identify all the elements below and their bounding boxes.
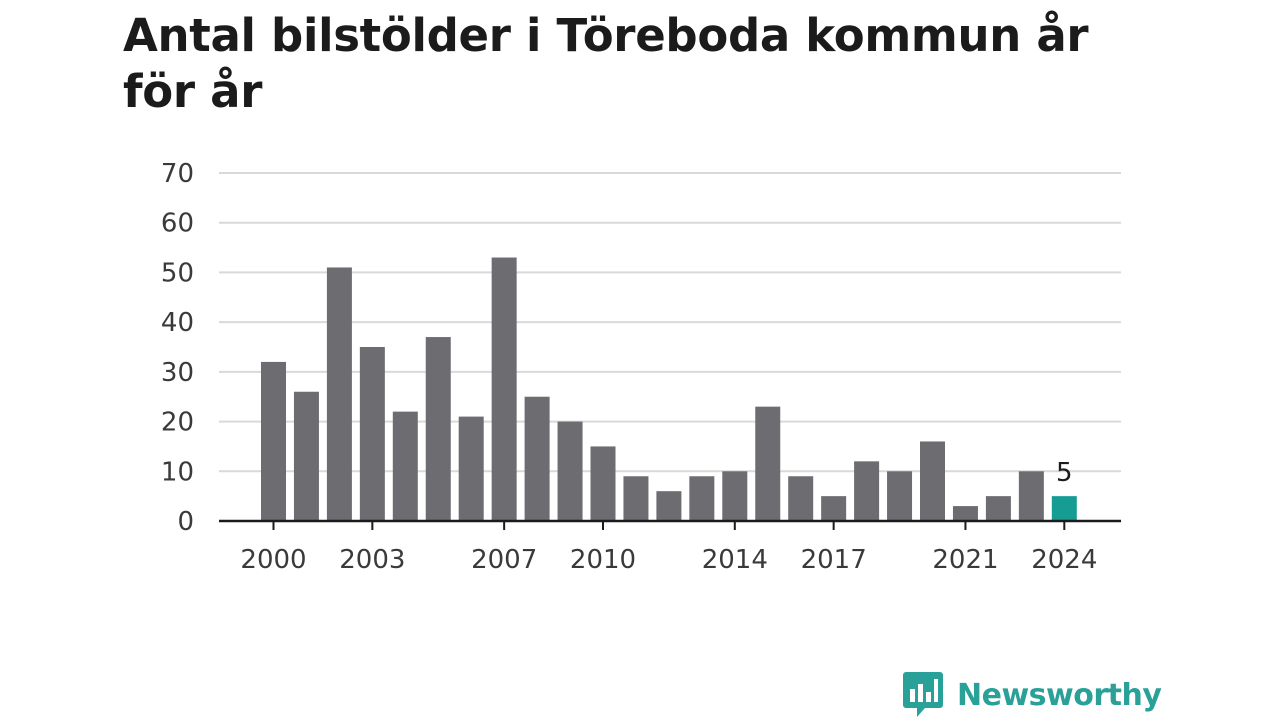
newsworthy-logo[interactable]: Newsworthy (903, 671, 1162, 719)
brand-name: Newsworthy (957, 677, 1162, 713)
x-tick-label: 2014 (702, 545, 768, 575)
y-tick-label: 20 (161, 408, 194, 438)
bar-2024 (1051, 496, 1077, 521)
bar-2005 (425, 337, 451, 521)
bar-2018 (854, 461, 880, 521)
gridlines (219, 172, 1121, 473)
x-tick-label: 2000 (240, 545, 306, 575)
bar-2016 (788, 476, 814, 521)
bar-2000 (261, 361, 286, 521)
x-axis (219, 519, 1121, 530)
bar-2019 (887, 471, 913, 521)
y-tick-label: 70 (161, 159, 194, 189)
bar-2021 (952, 506, 978, 521)
bar-2013 (689, 476, 715, 521)
data-label-2024: 5 (1056, 458, 1073, 488)
bar-2022 (985, 496, 1011, 521)
x-tick-label: 2007 (471, 545, 537, 575)
x-tick-label: 2010 (570, 545, 636, 575)
bar-2007 (491, 257, 517, 521)
y-tick-label: 10 (161, 457, 194, 487)
bar-2012 (656, 491, 682, 521)
x-tick-label: 2003 (339, 545, 405, 575)
bar-2003 (359, 347, 385, 521)
bar-2001 (293, 391, 319, 521)
x-tick-label: 2024 (1031, 545, 1097, 575)
bar-2020 (920, 441, 945, 521)
y-tick-label: 50 (161, 258, 194, 288)
y-tick-label: 30 (161, 358, 194, 388)
y-tick-label: 0 (177, 507, 194, 537)
bar-2002 (326, 267, 352, 521)
bar-2008 (524, 396, 550, 521)
bar-2011 (623, 476, 649, 521)
newsworthy-logo-icon (903, 672, 943, 717)
bar-2004 (392, 411, 418, 521)
bar-2006 (458, 416, 484, 521)
bar-2010 (590, 446, 616, 521)
bar-2009 (557, 421, 583, 521)
y-tick-label: 40 (161, 308, 194, 338)
chart-title: Antal bilstölder i Töreboda kommun år fö… (123, 9, 1089, 118)
bar-2017 (821, 496, 847, 521)
bar-2023 (1018, 471, 1044, 521)
x-tick-label: 2021 (932, 545, 998, 575)
bar-2015 (755, 406, 781, 521)
x-tick-label: 2017 (801, 545, 867, 575)
bar-2014 (722, 471, 748, 521)
y-tick-label: 60 (161, 209, 194, 239)
bars (261, 257, 1077, 521)
tick-labels: 0 10 20 30 40 50 60 70 5 2000 2003 2007 2010 2014 2017… (161, 159, 1097, 575)
